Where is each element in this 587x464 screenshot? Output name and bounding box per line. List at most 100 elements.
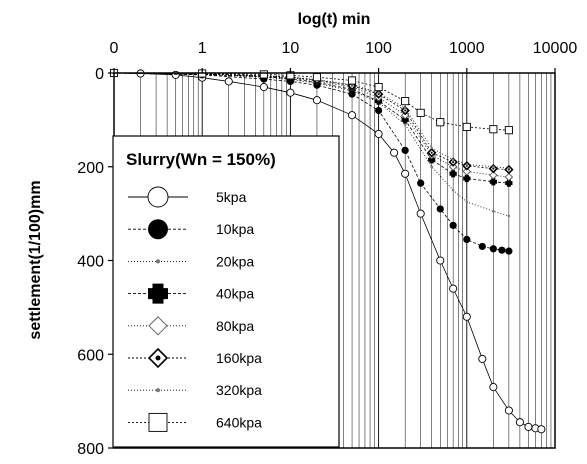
data-point (505, 247, 513, 255)
data-point (504, 172, 514, 182)
data-point (463, 174, 471, 183)
data-point (436, 205, 444, 213)
data-point (537, 425, 546, 434)
data-point (489, 383, 498, 392)
data-point (401, 97, 410, 106)
legend-marker (148, 412, 168, 432)
legend-label: 20kpa (216, 253, 254, 269)
data-point (515, 418, 524, 427)
data-point (462, 122, 471, 131)
series-line (113, 72, 509, 252)
data-point (507, 166, 511, 170)
data-point (489, 170, 498, 180)
legend-marker (148, 316, 168, 336)
legend-item: 10kpa (128, 219, 254, 240)
y-tick-label: 400 (77, 254, 104, 271)
legend-label: 640kpa (216, 414, 262, 430)
data-point (492, 165, 495, 169)
legend-item: 40kpa (128, 283, 254, 304)
data-point (312, 96, 322, 105)
data-point (401, 146, 409, 154)
data-point (312, 73, 322, 82)
legend-item: 640kpa (128, 412, 262, 432)
data-point (478, 242, 486, 251)
data-point (489, 125, 498, 134)
x-tick-label: 10 (282, 40, 300, 57)
legend-item: 20kpa (128, 253, 254, 269)
y-tick-label: 800 (77, 441, 104, 458)
data-point (505, 179, 513, 187)
legend-marker (155, 388, 161, 393)
data-point (375, 106, 383, 115)
data-point (462, 312, 471, 321)
y-tick-label: 200 (77, 160, 104, 177)
legend-label: 320kpa (216, 382, 262, 398)
legend-label: 10kpa (216, 221, 254, 237)
legend-item: 320kpa (128, 382, 262, 398)
legend: Slurry(Wn = 150%) 5kpa 10kpa 20kpa 40kpa 80k… (112, 135, 340, 448)
legend-item: 80kpa (128, 316, 254, 336)
legend-label: 5kpa (216, 189, 247, 205)
data-point (403, 106, 407, 110)
data-point (390, 148, 399, 157)
legend-title: Slurry(Wn = 150%) (126, 150, 276, 169)
x-tick-label: 10000 (533, 40, 578, 57)
legend-marker (148, 219, 168, 240)
data-point (400, 105, 410, 116)
data-point (449, 170, 457, 178)
x-tick-label: 1000 (449, 40, 485, 57)
data-point (259, 83, 268, 92)
x-axis-title: log(t) min (298, 11, 371, 28)
y-tick-label: 0 (95, 66, 104, 83)
data-point (463, 235, 471, 244)
data-point (489, 178, 497, 186)
data-point (465, 200, 469, 204)
data-point (416, 209, 425, 218)
ticks-layer: 0 1 10 100 1000 10000 0 200 400 600 800 (77, 40, 577, 458)
data-point (347, 76, 357, 85)
data-point (507, 214, 511, 218)
data-point (416, 108, 425, 117)
data-point (524, 422, 533, 431)
legend-item: 5kpa (128, 186, 247, 208)
data-point (498, 246, 506, 254)
x-tick-label: 0 (110, 40, 119, 57)
data-point (489, 245, 497, 253)
data-point (286, 88, 295, 97)
legend-marker (148, 283, 168, 304)
legend-item: 160kpa (128, 347, 262, 369)
data-point (430, 146, 433, 150)
data-point (504, 406, 513, 415)
data-point (428, 156, 436, 164)
data-point (403, 123, 407, 126)
data-point (478, 354, 487, 363)
data-point (451, 188, 455, 192)
data-point (436, 256, 445, 265)
data-point (436, 118, 445, 127)
data-point (465, 163, 469, 166)
legend-marker (147, 347, 169, 369)
data-point (377, 91, 380, 94)
data-point (347, 111, 357, 120)
data-point (451, 158, 455, 161)
legend-marker (155, 259, 161, 264)
legend-label: 40kpa (216, 286, 254, 302)
data-point (449, 284, 458, 293)
data-point (504, 126, 513, 135)
data-point (401, 116, 409, 124)
y-tick-label: 600 (77, 347, 104, 364)
data-point (426, 147, 437, 158)
legend-marker (147, 186, 169, 208)
data-point (259, 70, 268, 79)
series-5kpa (109, 68, 546, 434)
data-point (449, 221, 457, 229)
data-point (401, 169, 410, 178)
y-axis-title: settlement(1/100)mm (27, 180, 44, 339)
x-tick-label: 100 (365, 40, 392, 57)
data-point (462, 167, 472, 176)
data-point (430, 165, 433, 169)
x-tick-label: 1 (198, 40, 207, 57)
data-point (224, 77, 233, 86)
